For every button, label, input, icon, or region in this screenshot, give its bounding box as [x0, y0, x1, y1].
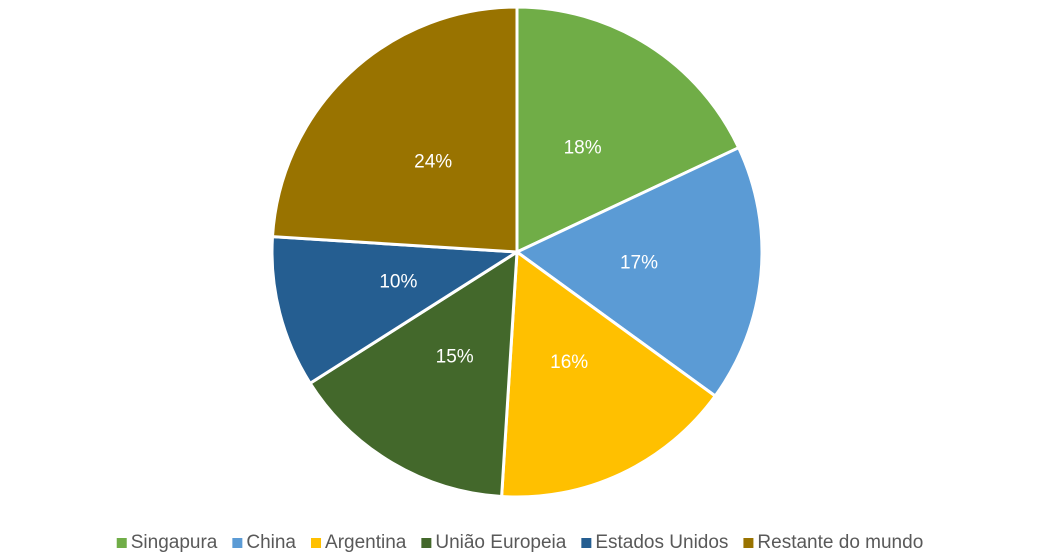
legend-label: China: [246, 532, 296, 553]
legend-label: Singapura: [131, 532, 218, 553]
pie-slice: [308, 249, 519, 499]
pie-slice: [514, 145, 764, 399]
legend-swatch: [581, 538, 592, 548]
legend-swatch: [311, 538, 322, 548]
legend-swatch: [116, 538, 127, 548]
legend-swatch: [421, 538, 432, 548]
pie-slice: [500, 249, 718, 499]
data-label: 15%: [436, 346, 474, 367]
legend-swatch: [743, 538, 754, 548]
data-label: 17%: [620, 253, 658, 274]
legend-label: Estados Unidos: [595, 532, 728, 553]
data-label: 24%: [414, 152, 452, 173]
pie-slice: [515, 5, 741, 255]
data-label: 10%: [379, 271, 417, 292]
legend-label: União Europeia: [435, 532, 566, 553]
pie-slice: [270, 235, 522, 386]
legend-label: Restante do mundo: [757, 532, 923, 553]
legend-swatch: [232, 538, 243, 548]
pie-slice: [270, 5, 519, 254]
legend-label: Argentina: [325, 532, 407, 553]
data-label: 18%: [564, 138, 602, 159]
data-label: 16%: [550, 352, 588, 373]
